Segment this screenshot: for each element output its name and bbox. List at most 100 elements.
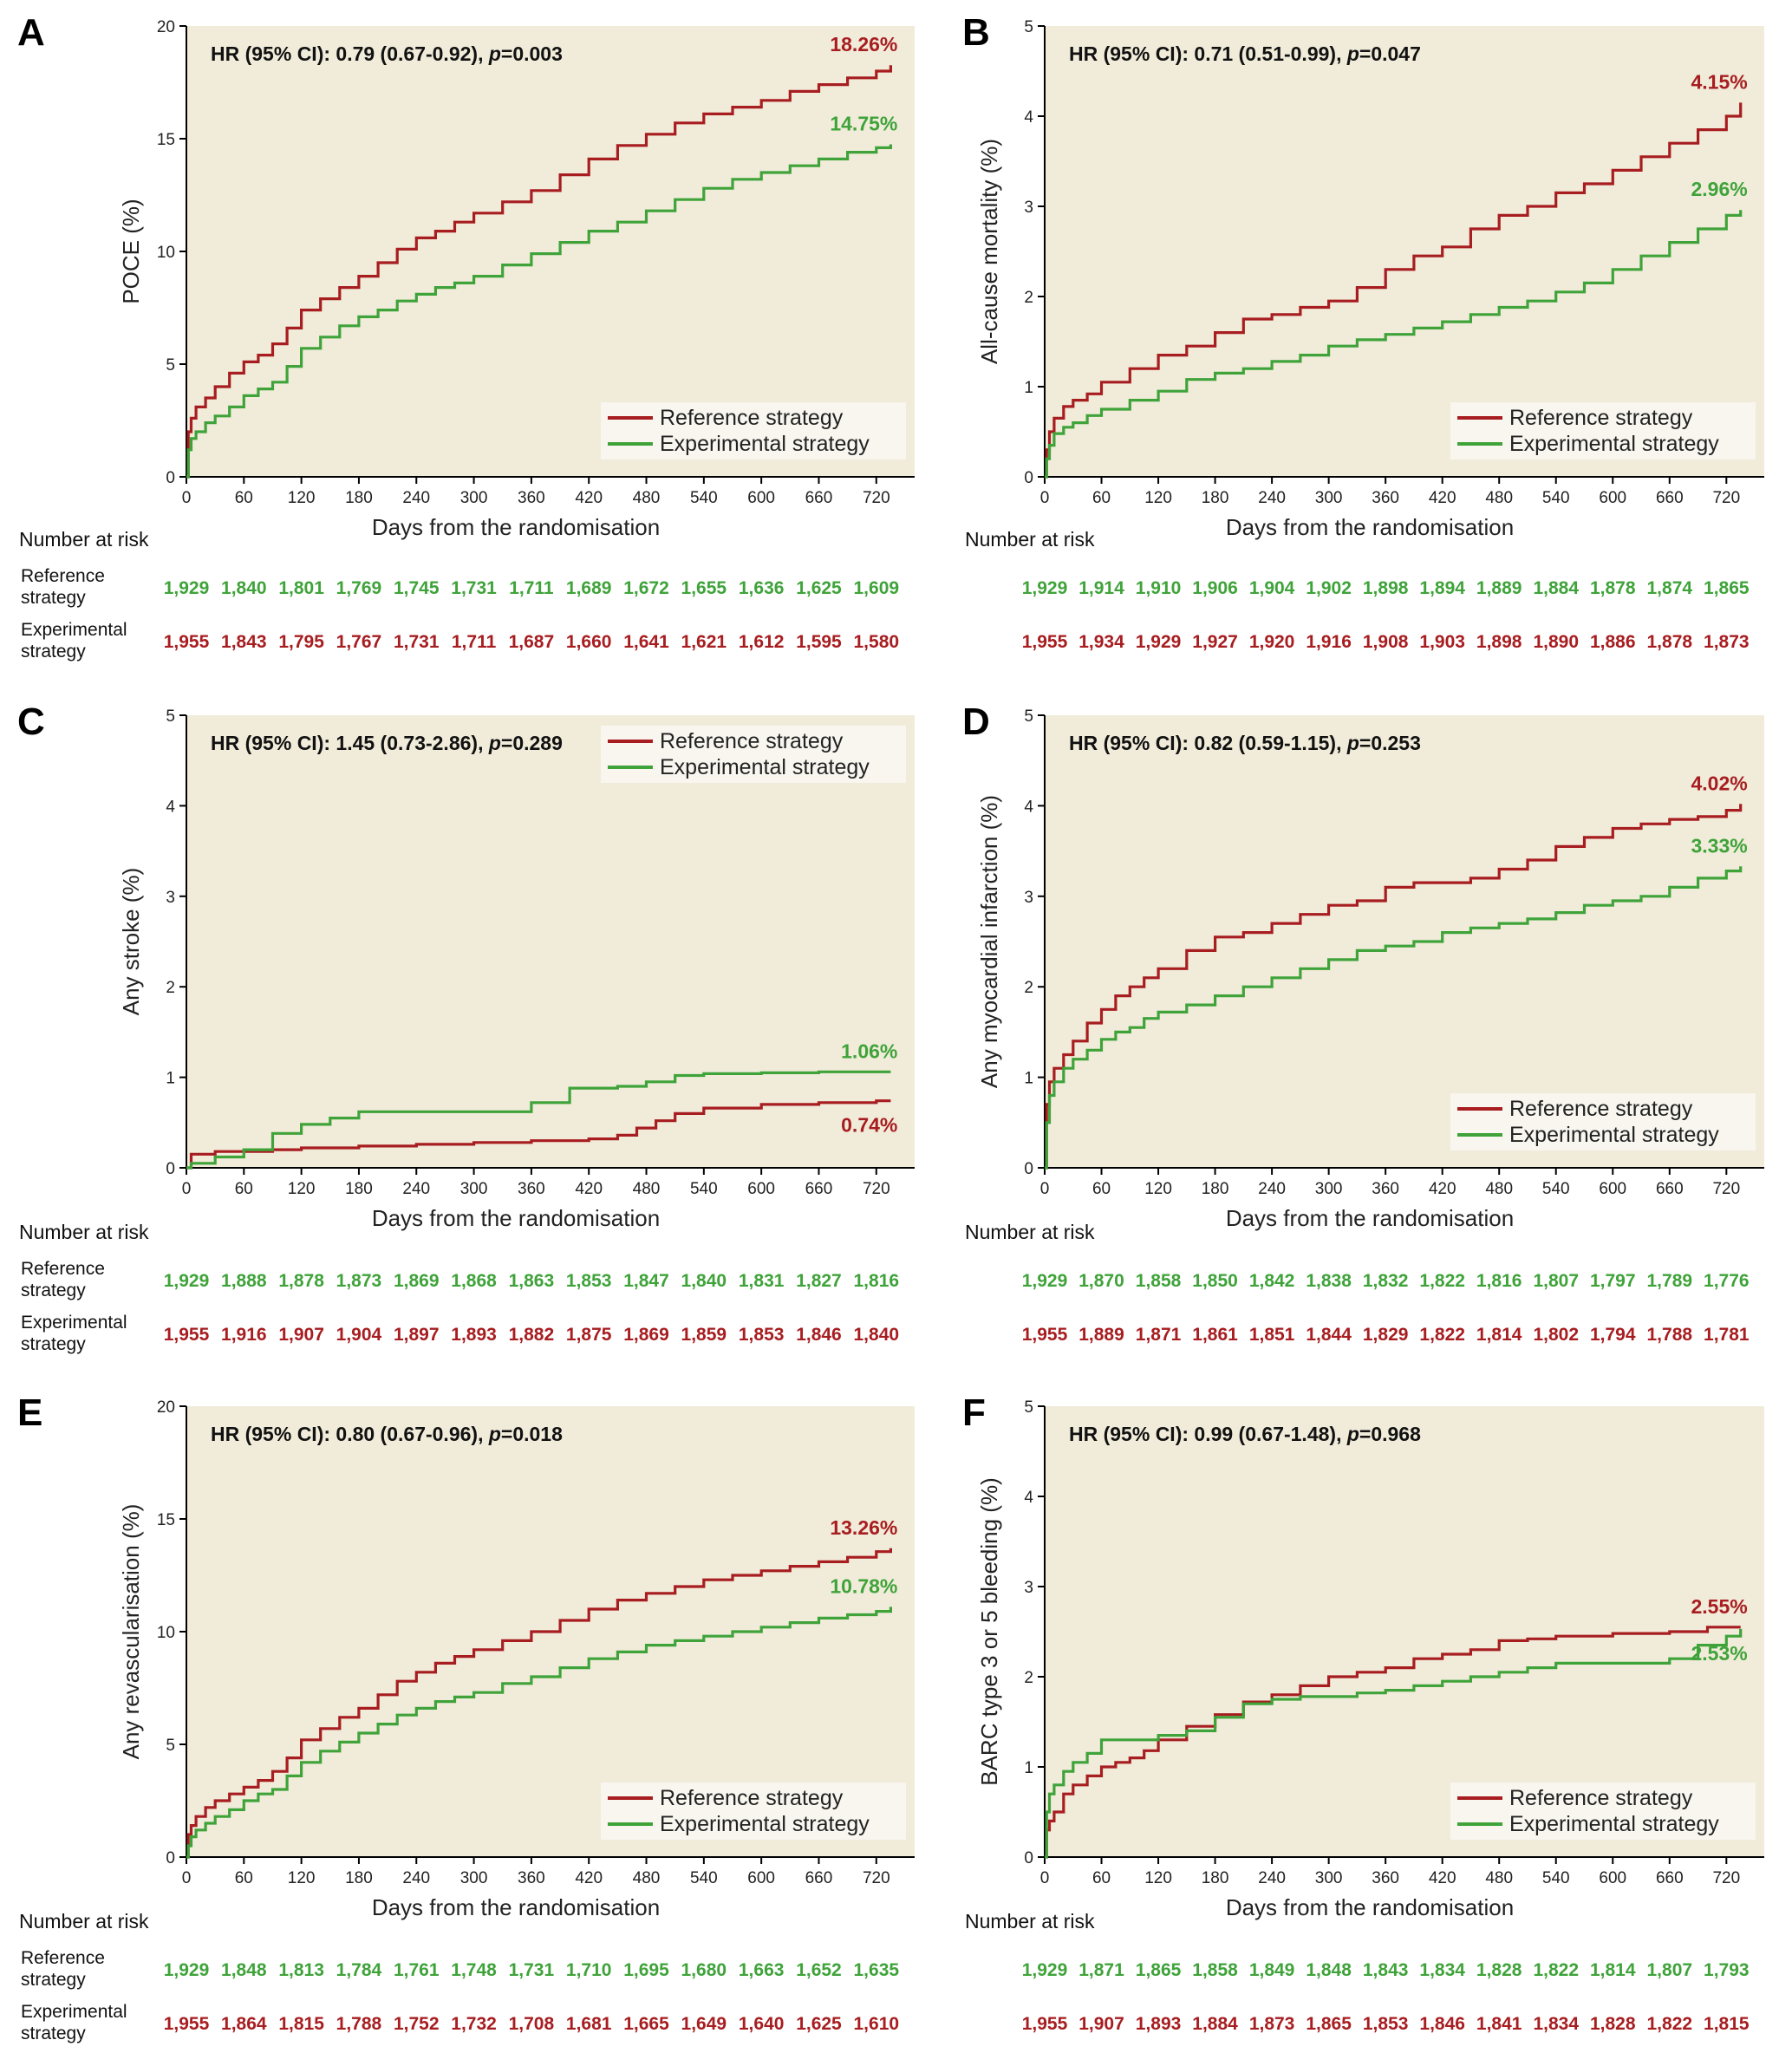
risk-value: 1,906 <box>1192 578 1238 598</box>
risk-value: 1,595 <box>796 632 842 652</box>
risk-value: 1,907 <box>278 1325 324 1345</box>
risk-row-label: Experimental strategy <box>21 620 127 662</box>
y-tick-label: 2 <box>1024 289 1033 307</box>
risk-row-label: Reference strategy <box>21 1948 105 1990</box>
x-tick-label: 300 <box>460 1180 488 1198</box>
y-tick-label: 0 <box>166 1160 175 1178</box>
risk-value: 1,884 <box>1533 578 1579 598</box>
y-tick-label: 10 <box>157 244 175 262</box>
y-tick-label: 0 <box>1024 1160 1033 1178</box>
risk-value: 1,635 <box>854 1960 900 1980</box>
risk-row-label: Reference strategy <box>21 566 105 608</box>
hr-prefix: HR (95% CI): 1.45 (0.73-2.86), <box>211 732 489 754</box>
risk-value: 1,731 <box>394 632 440 652</box>
x-tick-label: 60 <box>235 1869 253 1887</box>
hr-p-value: =0.047 <box>1359 42 1421 65</box>
risk-value: 1,875 <box>566 1325 612 1345</box>
risk-value: 1,870 <box>1078 1271 1124 1291</box>
x-tick-label: 360 <box>518 1180 545 1198</box>
risk-value: 1,914 <box>1078 578 1124 598</box>
end-label-reference: 4.02% <box>1691 772 1747 794</box>
risk-value: 1,681 <box>566 2014 612 2034</box>
risk-value: 1,829 <box>1363 1325 1409 1345</box>
x-tick-label: 600 <box>747 1869 775 1887</box>
risk-row-label: Experimental strategy <box>21 1313 127 1354</box>
risk-value: 1,841 <box>1476 2014 1522 2034</box>
panel-e: E 0 5 10 15 20 0 60 120 180 240 300 360 420 480 540 600 6… <box>17 1391 915 2043</box>
x-tick-label: 180 <box>345 1180 373 1198</box>
x-axis-label: Days from the randomisation <box>1226 514 1514 540</box>
risk-value: 1,849 <box>1249 1960 1295 1980</box>
legend-label: Experimental strategy <box>1509 432 1719 456</box>
risk-value: 1,893 <box>451 1325 497 1345</box>
x-tick-label: 720 <box>863 489 890 507</box>
hr-prefix: HR (95% CI): 0.80 (0.67-0.96), <box>211 1423 489 1445</box>
risk-value: 1,955 <box>1022 2014 1068 2034</box>
risk-value: 1,869 <box>623 1325 669 1345</box>
x-tick-label: 300 <box>1315 1869 1343 1887</box>
risk-value: 1,776 <box>1704 1271 1750 1291</box>
risk-value: 1,859 <box>681 1325 727 1345</box>
x-tick-label: 180 <box>1202 1180 1229 1198</box>
hr-prefix: HR (95% CI): 0.79 (0.67-0.92), <box>211 42 489 65</box>
x-tick-label: 600 <box>1599 489 1626 507</box>
panel-c: C 0 1 2 3 4 5 0 60 120 180 240 300 360 420 480 540 600 660… <box>17 701 915 1354</box>
panel-letter: D <box>962 701 990 743</box>
risk-table-title: Number at risk <box>19 1221 149 1243</box>
x-tick-label: 120 <box>1144 1869 1172 1887</box>
y-tick-label: 5 <box>166 707 175 726</box>
risk-value: 1,687 <box>509 632 555 652</box>
risk-value: 1,831 <box>739 1271 785 1291</box>
x-tick-label: 180 <box>1202 1869 1229 1887</box>
risk-value: 1,858 <box>1136 1271 1182 1291</box>
x-tick-label: 120 <box>1144 489 1172 507</box>
y-tick-label: 15 <box>157 131 175 149</box>
curve-experimental <box>1045 866 1743 1170</box>
risk-value: 1,865 <box>1704 578 1750 598</box>
risk-value: 1,897 <box>394 1325 440 1345</box>
legend-label: Reference strategy <box>660 406 844 430</box>
risk-value: 1,929 <box>164 1960 210 1980</box>
risk-value: 1,625 <box>796 578 842 598</box>
risk-value: 1,955 <box>1022 1325 1068 1345</box>
risk-value: 1,907 <box>1078 2014 1124 2034</box>
x-tick-label: 420 <box>1429 1869 1456 1887</box>
risk-value: 1,807 <box>1647 1960 1693 1980</box>
hr-p-label: p <box>488 1423 501 1445</box>
risk-value: 1,816 <box>854 1271 900 1291</box>
risk-value: 1,641 <box>623 632 669 652</box>
x-tick-label: 120 <box>288 489 316 507</box>
y-tick-label: 2 <box>1024 979 1033 997</box>
risk-value: 1,612 <box>739 632 785 652</box>
risk-value: 1,955 <box>164 1325 210 1345</box>
y-tick-label: 5 <box>1024 707 1033 726</box>
risk-value: 1,767 <box>336 632 382 652</box>
hr-p-label: p <box>1346 42 1359 65</box>
risk-value: 1,580 <box>854 632 900 652</box>
x-axis-label: Days from the randomisation <box>1226 1894 1514 1920</box>
hr-p-value: =0.018 <box>501 1423 563 1445</box>
legend-label: Reference strategy <box>1509 1097 1693 1121</box>
x-tick-label: 360 <box>1372 1869 1399 1887</box>
plot-area <box>1045 26 1764 477</box>
hr-p-label: p <box>488 42 501 65</box>
hazard-ratio-text: HR (95% CI): 0.80 (0.67-0.96), p=0.018 <box>211 1423 563 1445</box>
y-tick-label: 1 <box>1024 379 1033 397</box>
legend-label: Experimental strategy <box>1509 1812 1719 1836</box>
risk-value: 1,708 <box>509 2014 555 2034</box>
panel-d: D 0 1 2 3 4 5 0 60 120 180 240 300 360 420 480 540 600 660… <box>962 701 1764 1345</box>
risk-value: 1,878 <box>1590 578 1636 598</box>
risk-value: 1,874 <box>1647 578 1693 598</box>
y-axis-label: Any stroke (%) <box>118 868 144 1016</box>
risk-value: 1,904 <box>1249 578 1295 598</box>
risk-value: 1,761 <box>394 1960 440 1980</box>
risk-row-label: Reference strategy <box>21 1259 105 1300</box>
hr-prefix: HR (95% CI): 0.82 (0.59-1.15), <box>1069 732 1347 754</box>
risk-value: 1,878 <box>1647 632 1693 652</box>
x-tick-label: 0 <box>182 489 192 507</box>
legend-label: Reference strategy <box>1509 406 1693 430</box>
risk-value: 1,752 <box>394 2014 440 2034</box>
risk-value: 1,910 <box>1136 578 1182 598</box>
x-tick-label: 240 <box>1258 1180 1286 1198</box>
risk-row-label: Experimental strategy <box>21 2002 127 2043</box>
